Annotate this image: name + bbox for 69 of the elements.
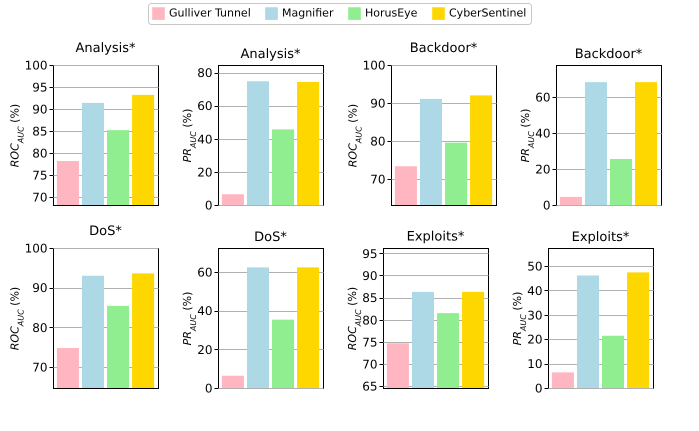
legend-label: Gulliver Tunnel <box>169 6 251 20</box>
y-tick-label: 60 <box>197 99 212 114</box>
y-tick-label: 70 <box>32 360 48 374</box>
y-tick-label: 60 <box>535 90 550 104</box>
y-tick-label: 80 <box>362 313 378 328</box>
y-tick-label: 20 <box>197 165 212 180</box>
y-tick-label: 40 <box>197 304 212 318</box>
bar <box>297 267 320 388</box>
y-tick-label: 20 <box>535 162 550 176</box>
y-tick-label: 0 <box>204 198 212 212</box>
y-tick-label: 0 <box>542 198 550 212</box>
y-tick-label: 60 <box>197 265 212 280</box>
legend-label: CyberSentinel <box>449 6 526 20</box>
bar <box>272 129 294 205</box>
bar <box>635 82 658 205</box>
y-tick-label: 95 <box>32 80 48 95</box>
chart-title: Backdoor* <box>410 41 478 56</box>
y-tick-label: 65 <box>362 380 378 394</box>
bar <box>584 82 607 205</box>
chart-title: DoS* <box>254 230 288 245</box>
y-tick-label: 70 <box>370 172 386 187</box>
bar <box>222 376 244 388</box>
bar <box>552 372 574 388</box>
bar <box>560 196 582 205</box>
y-tick-label: 100 <box>24 242 48 256</box>
y-tick-label: 90 <box>370 96 386 111</box>
bar <box>576 276 599 388</box>
y-tick-label: 80 <box>32 320 48 335</box>
y-tick-label: 20 <box>197 342 212 357</box>
y-tick-label: 0 <box>204 382 212 396</box>
y-tick-label: 80 <box>32 146 48 161</box>
y-tick-label: 30 <box>527 308 542 322</box>
y-tick-label: 90 <box>32 102 48 117</box>
chart-title: Analysis* <box>75 41 136 56</box>
y-tick-label: 40 <box>197 132 212 146</box>
y-tick-label: 70 <box>32 190 48 205</box>
y-tick-label: 100 <box>362 58 386 72</box>
chart-title: Exploits* <box>572 230 630 245</box>
chart-title: Backdoor* <box>574 47 643 62</box>
y-tick-label: 85 <box>362 291 378 306</box>
bar <box>272 320 294 388</box>
chart-title: Exploits* <box>406 229 465 244</box>
y-tick-label: 100 <box>24 58 48 72</box>
y-tick-label: 10 <box>527 357 542 372</box>
y-tick-label: 50 <box>527 260 542 274</box>
y-tick-label: 95 <box>362 246 378 261</box>
y-tick-label: 70 <box>362 358 378 372</box>
bar <box>602 336 624 388</box>
y-tick-label: 80 <box>370 134 386 149</box>
y-tick-label: 85 <box>32 124 48 139</box>
bar <box>222 194 244 205</box>
y-tick-label: 90 <box>32 281 48 296</box>
bar <box>246 81 269 205</box>
y-tick-label: 75 <box>362 335 378 350</box>
bar <box>297 82 320 205</box>
y-tick-label: 75 <box>32 168 48 183</box>
bar <box>246 267 269 388</box>
y-tick-label: 0 <box>534 382 542 396</box>
legend-label: Magnifier <box>282 6 334 20</box>
chart-title: Analysis* <box>240 47 302 62</box>
y-tick-label: 40 <box>535 126 550 140</box>
y-tick-label: 80 <box>197 66 212 80</box>
bar <box>610 159 632 205</box>
y-tick-label: 20 <box>527 332 542 347</box>
legend-label: HorusEye <box>365 6 418 20</box>
chart-title: DoS* <box>89 224 122 239</box>
bar <box>627 272 650 388</box>
y-tick-label: 90 <box>362 268 378 283</box>
y-tick-label: 40 <box>527 284 542 298</box>
